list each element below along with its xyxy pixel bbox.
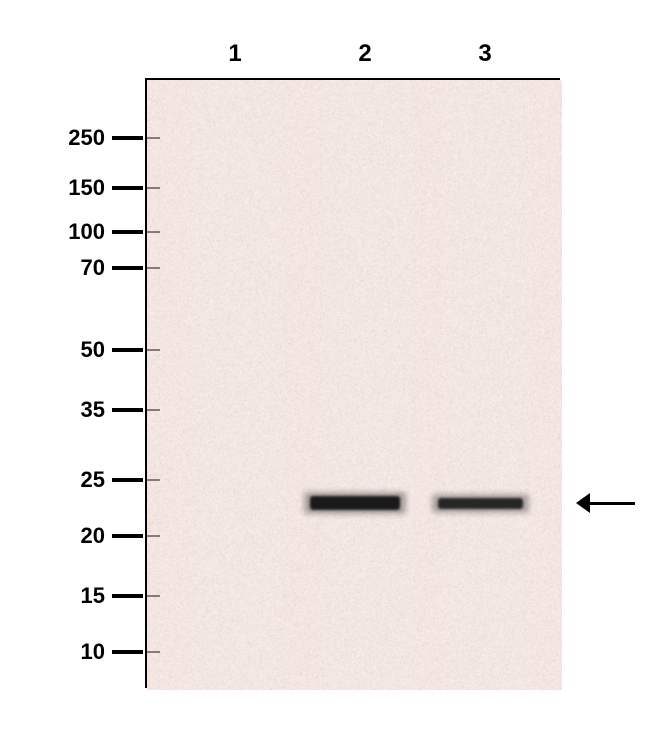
mw-tick-35 [112,408,143,412]
mw-label-250: 250 [0,125,105,151]
mw-inner-tick-10 [147,651,160,653]
mw-inner-tick-150 [147,187,160,189]
membrane-texture [147,80,562,690]
mw-inner-tick-15 [147,595,160,597]
mw-tick-10 [112,650,143,654]
mw-label-100: 100 [0,219,105,245]
mw-inner-tick-20 [147,535,160,537]
band-lane-3 [438,498,523,509]
lane-label-1: 1 [215,40,255,68]
western-blot-figure: 1 2 3 250 150 100 70 50 35 25 20 15 10 [0,0,650,732]
mw-label-50: 50 [0,337,105,363]
arrow-head-icon [576,493,590,513]
mw-label-10: 10 [0,639,105,665]
mw-label-15: 15 [0,583,105,609]
mw-tick-20 [112,534,143,538]
mw-inner-tick-100 [147,231,160,233]
lane-label-2: 2 [345,40,385,68]
mw-tick-150 [112,186,143,190]
arrow-shaft [586,502,635,505]
mw-inner-tick-250 [147,137,160,139]
mw-label-150: 150 [0,175,105,201]
mw-label-35: 35 [0,397,105,423]
lane-label-3: 3 [465,40,505,68]
band-lane-2 [310,496,400,510]
mw-tick-25 [112,478,143,482]
mw-tick-100 [112,230,143,234]
mw-label-25: 25 [0,467,105,493]
mw-tick-50 [112,348,143,352]
mw-inner-tick-70 [147,267,160,269]
mw-label-70: 70 [0,255,105,281]
blot-membrane [145,78,560,688]
mw-tick-15 [112,594,143,598]
mw-inner-tick-25 [147,479,160,481]
mw-label-20: 20 [0,523,105,549]
mw-tick-70 [112,266,143,270]
mw-tick-250 [112,136,143,140]
mw-inner-tick-35 [147,409,160,411]
mw-inner-tick-50 [147,349,160,351]
